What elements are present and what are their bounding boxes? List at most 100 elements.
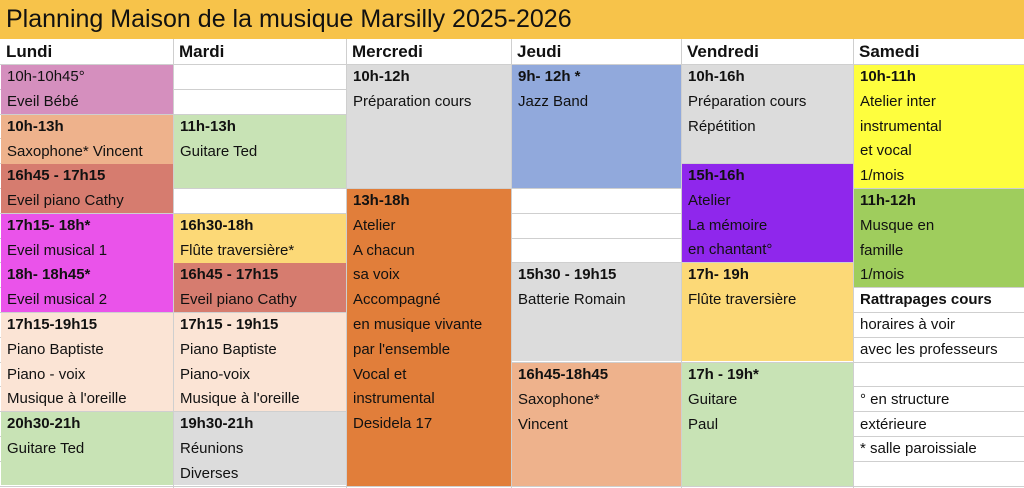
schedule-block-lundi: 18h- 18h45* Eveil musical 2 xyxy=(1,263,173,312)
block-time: 20h30-21h xyxy=(7,415,81,432)
block-text: en chantant° xyxy=(688,241,773,259)
block-text: sa voix xyxy=(353,266,400,284)
block-text: en musique vivante xyxy=(353,315,483,333)
block-text: par l'ensemble xyxy=(353,340,451,358)
block-text: Piano - voix xyxy=(7,365,86,383)
grid-line xyxy=(0,213,1024,214)
block-text: instrumental xyxy=(860,117,942,135)
block-text: Piano Baptiste xyxy=(180,340,277,358)
block-text: 10h-10h45° xyxy=(7,68,85,85)
block-time: 16h30-18h xyxy=(180,217,254,234)
schedule-block-jeudi: 9h- 12h * Jazz Band xyxy=(512,65,681,188)
block-text: Eveil musical 2 xyxy=(7,290,108,308)
block-text: Vincent xyxy=(518,415,568,433)
block-time: 15h30 - 19h15 xyxy=(518,266,617,283)
schedule-block-mercredi: 13h-18h Atelier A chacun sa voix Accompagné e… xyxy=(347,189,511,486)
grid-line xyxy=(0,238,1024,239)
block-text: avec les professeurs xyxy=(860,340,998,358)
block-text: Réunions xyxy=(180,439,244,457)
schedule-block-mardi: 16h45 - 17h15 Eveil piano Cathy xyxy=(174,263,346,312)
block-text: Atelier xyxy=(353,216,396,234)
block-text: Piano-voix xyxy=(180,365,251,383)
block-text: * salle paroissiale xyxy=(860,440,977,458)
schedule-block-samedi: Rattrapages cours horaires à voir avec les… xyxy=(854,288,1024,361)
block-text: Préparation cours xyxy=(688,92,807,110)
block-text: Paul xyxy=(688,415,719,433)
block-text: Jazz Band xyxy=(518,92,589,110)
block-text: et vocal xyxy=(860,142,912,160)
schedule-block-lundi: 10h-13h Saxophone* Vincent xyxy=(1,115,173,164)
schedule-block-mardi: 11h-13h Guitare Ted xyxy=(174,115,346,188)
schedule-block-mardi: 19h30-21h Réunions Diverses xyxy=(174,412,346,485)
block-text: Diverses xyxy=(180,464,239,482)
schedule-block-lundi: 17h15-19h15 Piano Baptiste Piano - voix Mus… xyxy=(1,313,173,411)
block-time: 16h45 - 17h15 xyxy=(7,167,106,184)
block-time: 16h45-18h45 xyxy=(518,366,609,383)
day-header-lundi: Lundi xyxy=(6,42,53,61)
schedule-block-jeudi: 15h30 - 19h15 Batterie Romain xyxy=(512,263,681,361)
block-text: ° en structure xyxy=(860,390,950,408)
block-time: 19h30-21h xyxy=(180,415,254,432)
block-text: Saxophone* xyxy=(518,390,600,408)
grid-line xyxy=(511,39,512,488)
block-text: A chacun xyxy=(353,241,415,259)
block-text: Musque en xyxy=(860,216,935,234)
schedule-block-vendredi: 10h-16h Préparation cours Répétition xyxy=(682,65,853,163)
grid-line xyxy=(681,39,682,488)
block-time: 13h-18h xyxy=(353,192,410,209)
day-header-jeudi: Jeudi xyxy=(517,42,562,61)
grid-line xyxy=(0,486,1024,487)
block-text: Vocal et xyxy=(353,365,407,383)
block-text: extérieure xyxy=(860,415,927,433)
block-text: Guitare Ted xyxy=(7,439,85,457)
block-text: Eveil musical 1 xyxy=(7,241,108,259)
block-time: 10h-16h xyxy=(688,68,745,85)
block-text: Guitare Ted xyxy=(180,142,258,160)
block-time: 10h-12h xyxy=(353,68,410,85)
block-text: Flûte traversière xyxy=(688,290,797,308)
schedule-block-vendredi: 15h-16h Atelier La mémoire en chantant° xyxy=(682,164,853,262)
block-time: 17h - 19h* xyxy=(688,366,759,383)
block-text: Atelier xyxy=(688,191,731,209)
block-text: 1/mois xyxy=(860,167,905,185)
schedule-block-mardi: 17h15 - 19h15 Piano Baptiste Piano-voix Mus… xyxy=(174,313,346,411)
block-time: 16h45 - 17h15 xyxy=(180,266,279,283)
block-time: 18h- 18h45* xyxy=(7,266,91,283)
grid-line xyxy=(0,362,1024,363)
block-text: Musique à l'oreille xyxy=(7,390,127,408)
block-text xyxy=(860,363,1024,388)
schedule-block-vendredi: 17h- 19h Flûte traversière xyxy=(682,263,853,361)
block-text: instrumental xyxy=(353,390,435,408)
block-time: 15h-16h xyxy=(688,167,745,184)
schedule-block-vendredi: 17h - 19h* Guitare Paul xyxy=(682,363,853,486)
day-header-samedi: Samedi xyxy=(859,42,920,61)
block-text: Eveil piano Cathy xyxy=(7,191,124,209)
block-text: Préparation cours xyxy=(353,92,472,110)
grid-line xyxy=(0,262,1024,263)
schedule-block-samedi: 11h-12h Musque en famille 1/mois xyxy=(854,189,1024,287)
block-text: Desidela 17 xyxy=(353,415,433,433)
schedule-block-samedi: 10h-11h Atelier inter instrumental et vocal… xyxy=(854,65,1024,188)
block-time: Rattrapages cours xyxy=(860,291,992,308)
grid-line xyxy=(0,188,1024,189)
schedule-block-mardi: 16h30-18h Flûte traversière* xyxy=(174,214,346,263)
block-time: 17h15 - 19h15 xyxy=(180,316,279,333)
block-text: Répétition xyxy=(688,117,756,135)
block-time: 10h-11h xyxy=(860,68,916,85)
schedule-block-lundi: 20h30-21h Guitare Ted xyxy=(1,412,173,485)
block-text: Musique à l'oreille xyxy=(180,390,300,408)
schedule-block-lundi: 17h15- 18h* Eveil musical 1 xyxy=(1,214,173,263)
block-text: La mémoire xyxy=(688,216,768,234)
block-text: Batterie Romain xyxy=(518,290,626,308)
day-header-vendredi: Vendredi xyxy=(687,42,759,61)
block-text: Piano Baptiste xyxy=(7,340,104,358)
grid-line xyxy=(0,64,1024,65)
grid-line xyxy=(346,39,347,488)
block-text: 1/mois xyxy=(860,266,905,284)
schedule-block-lundi: 16h45 - 17h15 Eveil piano Cathy xyxy=(1,164,173,213)
block-text: horaires à voir xyxy=(860,315,956,333)
block-time: 11h-13h xyxy=(180,118,236,135)
block-text: famille xyxy=(860,241,904,259)
block-text: Saxophone* Vincent xyxy=(7,142,143,160)
schedule-block-jeudi: 16h45-18h45 Saxophone* Vincent xyxy=(512,363,681,486)
